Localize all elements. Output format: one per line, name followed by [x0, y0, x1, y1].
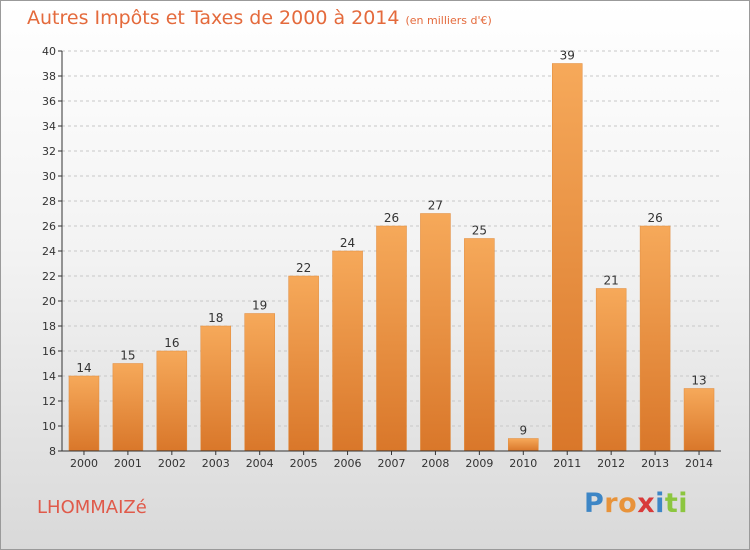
bar-value-label: 21: [604, 274, 619, 288]
bar: [683, 388, 715, 452]
bar: [595, 288, 627, 452]
unit-note: (en milliers d'€): [405, 14, 492, 27]
bar-value-label: 14: [76, 361, 91, 375]
y-tick-label: 20: [42, 295, 56, 308]
x-tick-label: 2014: [685, 457, 713, 470]
y-tick-label: 40: [42, 45, 56, 58]
x-tick-label: 2007: [378, 457, 406, 470]
x-tick-label: 2009: [465, 457, 493, 470]
x-tick-label: 2008: [421, 457, 449, 470]
bar: [464, 238, 495, 452]
y-tick-label: 34: [42, 120, 56, 133]
x-tick-label: 2000: [70, 457, 98, 470]
y-tick-label: 24: [42, 245, 56, 258]
bar-value-label: 39: [560, 49, 575, 63]
y-tick-label: 30: [42, 170, 56, 183]
x-tick-label: 2006: [334, 457, 362, 470]
logo-letter: r: [604, 488, 619, 519]
bar: [551, 63, 583, 452]
bar: [332, 250, 363, 452]
y-tick-label: 14: [42, 370, 56, 383]
x-tick-label: 2005: [290, 457, 318, 470]
logo-letter: o: [618, 488, 638, 519]
bar-value-label: 18: [208, 311, 223, 325]
bar-value-label: 24: [340, 236, 355, 250]
bar-value-label: 26: [647, 211, 662, 225]
bar: [508, 438, 539, 452]
bar-value-label: 19: [252, 299, 267, 313]
bar: [376, 225, 407, 452]
x-tick-label: 2013: [641, 457, 669, 470]
bar: [420, 213, 451, 452]
bar: [68, 375, 100, 452]
city-name: LHOMMAIZé: [37, 497, 147, 518]
y-tick-label: 26: [42, 220, 56, 233]
bar-value-label: 27: [428, 199, 443, 213]
y-tick-label: 10: [42, 420, 56, 433]
bar: [244, 313, 275, 452]
y-tick-label: 22: [42, 270, 56, 283]
y-tick-label: 18: [42, 320, 56, 333]
title-text: Autres Impôts et Taxes de 2000 à 2014: [27, 7, 400, 29]
bar: [288, 275, 319, 452]
x-tick-label: 2012: [597, 457, 625, 470]
chart-title: Autres Impôts et Taxes de 2000 à 2014 (en…: [27, 7, 492, 29]
bar: [639, 225, 671, 452]
x-tick-label: 2003: [202, 457, 230, 470]
logo-letter: P: [584, 488, 605, 519]
x-tick-label: 2004: [246, 457, 274, 470]
y-tick-label: 32: [42, 145, 56, 158]
bar-value-label: 9: [519, 424, 527, 438]
y-tick-label: 8: [49, 445, 56, 458]
y-tick-label: 28: [42, 195, 56, 208]
labels: 8 10 12 14 16 18 20 22 24 26 28 30 32 34 36 38 40 14 2000 1…: [42, 45, 713, 470]
y-tick-label: 16: [42, 345, 56, 358]
bar: [112, 363, 144, 452]
y-tick-label: 12: [42, 395, 56, 408]
bar: [156, 350, 188, 452]
bar-value-label: 25: [472, 224, 487, 238]
bar: [200, 325, 232, 452]
logo-letter: i: [678, 488, 689, 519]
x-tick-label: 2001: [114, 457, 142, 470]
bar-value-label: 16: [164, 336, 179, 350]
axes: [58, 50, 721, 455]
bar-value-label: 15: [120, 349, 135, 363]
x-tick-label: 2002: [158, 457, 186, 470]
logo-letter: t: [664, 488, 679, 519]
logo-letter: x: [637, 488, 656, 519]
proxiti-logo: Proxiti: [584, 488, 688, 519]
y-tick-label: 38: [42, 70, 56, 83]
bar-value-label: 22: [296, 261, 311, 275]
bar-value-label: 26: [384, 211, 399, 225]
x-tick-label: 2011: [553, 457, 581, 470]
bar-value-label: 13: [691, 374, 706, 388]
logo-letter: i: [655, 488, 665, 519]
bars: [68, 63, 715, 452]
y-tick-label: 36: [42, 95, 56, 108]
x-tick-label: 2010: [509, 457, 537, 470]
